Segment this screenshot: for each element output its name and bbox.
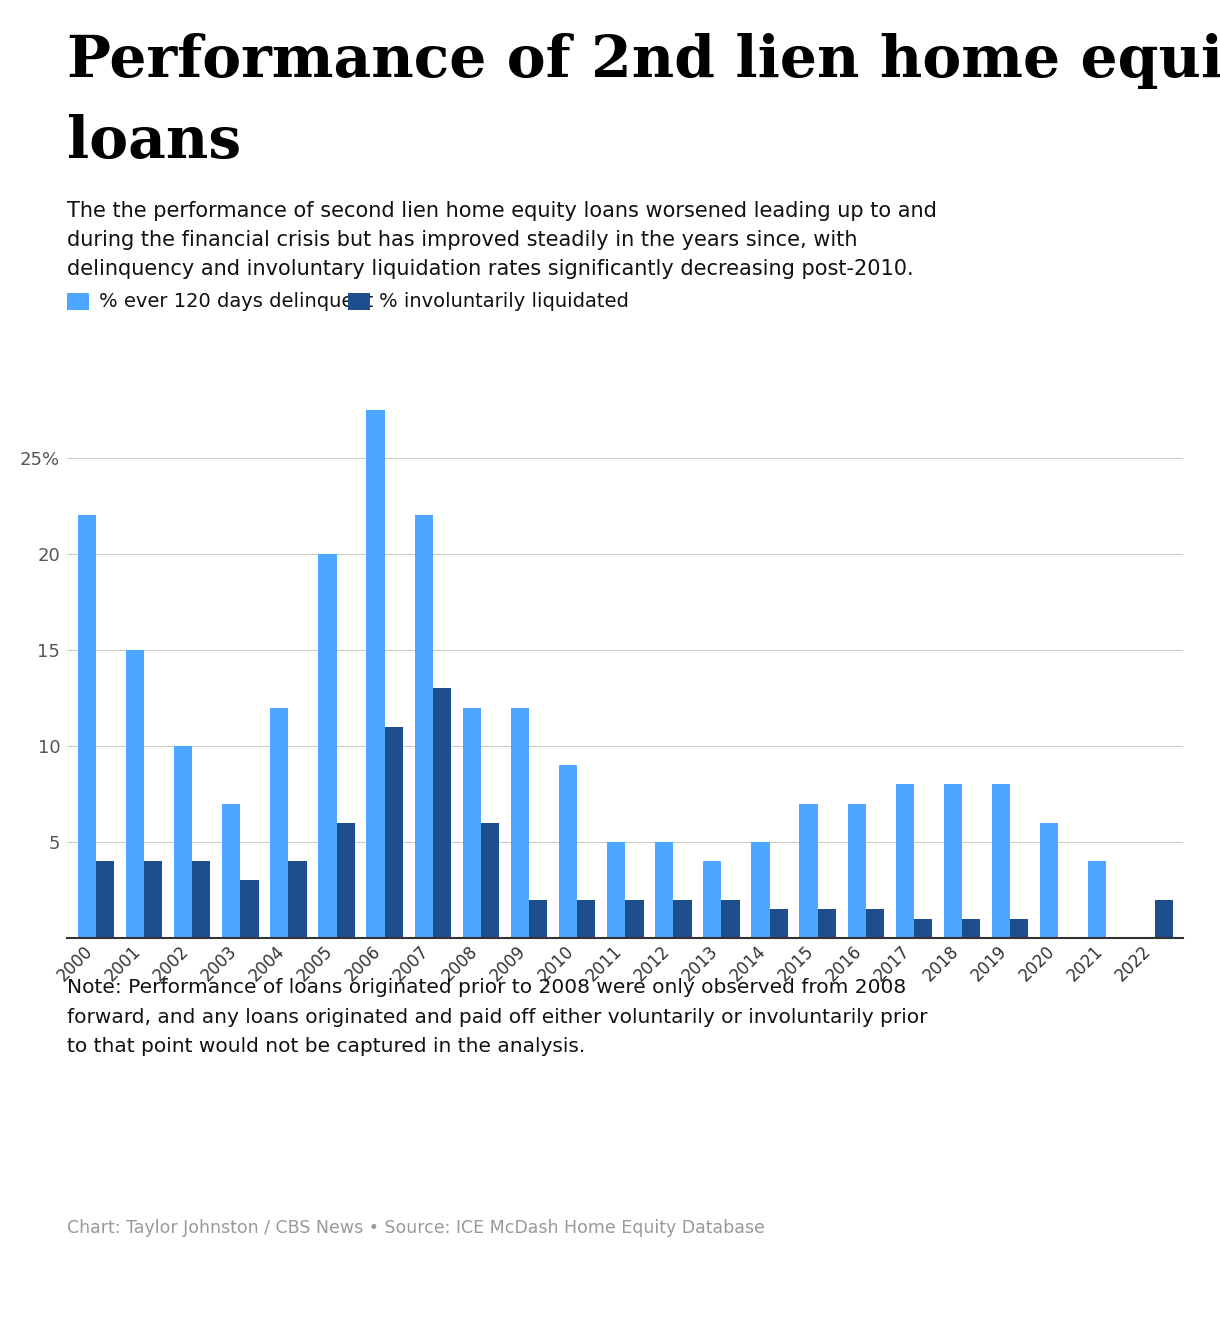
Bar	[481, 823, 499, 938]
Bar	[963, 919, 981, 938]
Bar	[415, 516, 433, 938]
Bar	[126, 650, 144, 938]
Bar	[529, 899, 548, 938]
Text: % ever 120 days delinquent: % ever 120 days delinquent	[99, 292, 373, 311]
Bar	[511, 708, 529, 938]
Bar	[848, 804, 866, 938]
Bar	[366, 410, 384, 938]
Bar	[625, 899, 643, 938]
Bar	[78, 516, 96, 938]
Bar	[1088, 862, 1107, 938]
Bar	[703, 862, 721, 938]
Bar	[193, 862, 211, 938]
Bar	[433, 689, 451, 938]
Bar	[337, 823, 355, 938]
Bar	[721, 899, 739, 938]
Bar	[288, 862, 306, 938]
Text: % involuntarily liquidated: % involuntarily liquidated	[379, 292, 630, 311]
Bar	[866, 909, 884, 938]
Text: Note: Performance of loans originated prior to 2008 were only observed from 2008: Note: Performance of loans originated pr…	[67, 978, 927, 1056]
Bar	[914, 919, 932, 938]
Bar	[1010, 919, 1028, 938]
Bar	[240, 880, 259, 938]
Bar	[174, 746, 193, 938]
Bar	[270, 708, 288, 938]
Bar	[96, 862, 115, 938]
Text: Chart: Taylor Johnston / CBS News • Source: ICE McDash Home Equity Database: Chart: Taylor Johnston / CBS News • Sour…	[67, 1219, 765, 1237]
Bar	[577, 899, 595, 938]
Bar	[559, 765, 577, 938]
Bar	[462, 708, 481, 938]
Text: loans: loans	[67, 114, 242, 170]
Bar	[384, 726, 403, 938]
Text: The the performance of second lien home equity loans worsened leading up to and
: The the performance of second lien home …	[67, 201, 937, 279]
Bar	[655, 842, 673, 938]
Bar	[1039, 823, 1058, 938]
Bar	[817, 909, 836, 938]
Bar	[770, 909, 788, 938]
Bar	[895, 784, 914, 938]
Text: Performance of 2nd lien home equity: Performance of 2nd lien home equity	[67, 34, 1220, 91]
Bar	[144, 862, 162, 938]
Bar	[1154, 899, 1172, 938]
Bar	[944, 784, 963, 938]
Bar	[992, 784, 1010, 938]
Bar	[673, 899, 692, 938]
Bar	[222, 804, 240, 938]
Bar	[752, 842, 770, 938]
Bar	[799, 804, 817, 938]
Bar	[608, 842, 625, 938]
Bar	[318, 553, 337, 938]
